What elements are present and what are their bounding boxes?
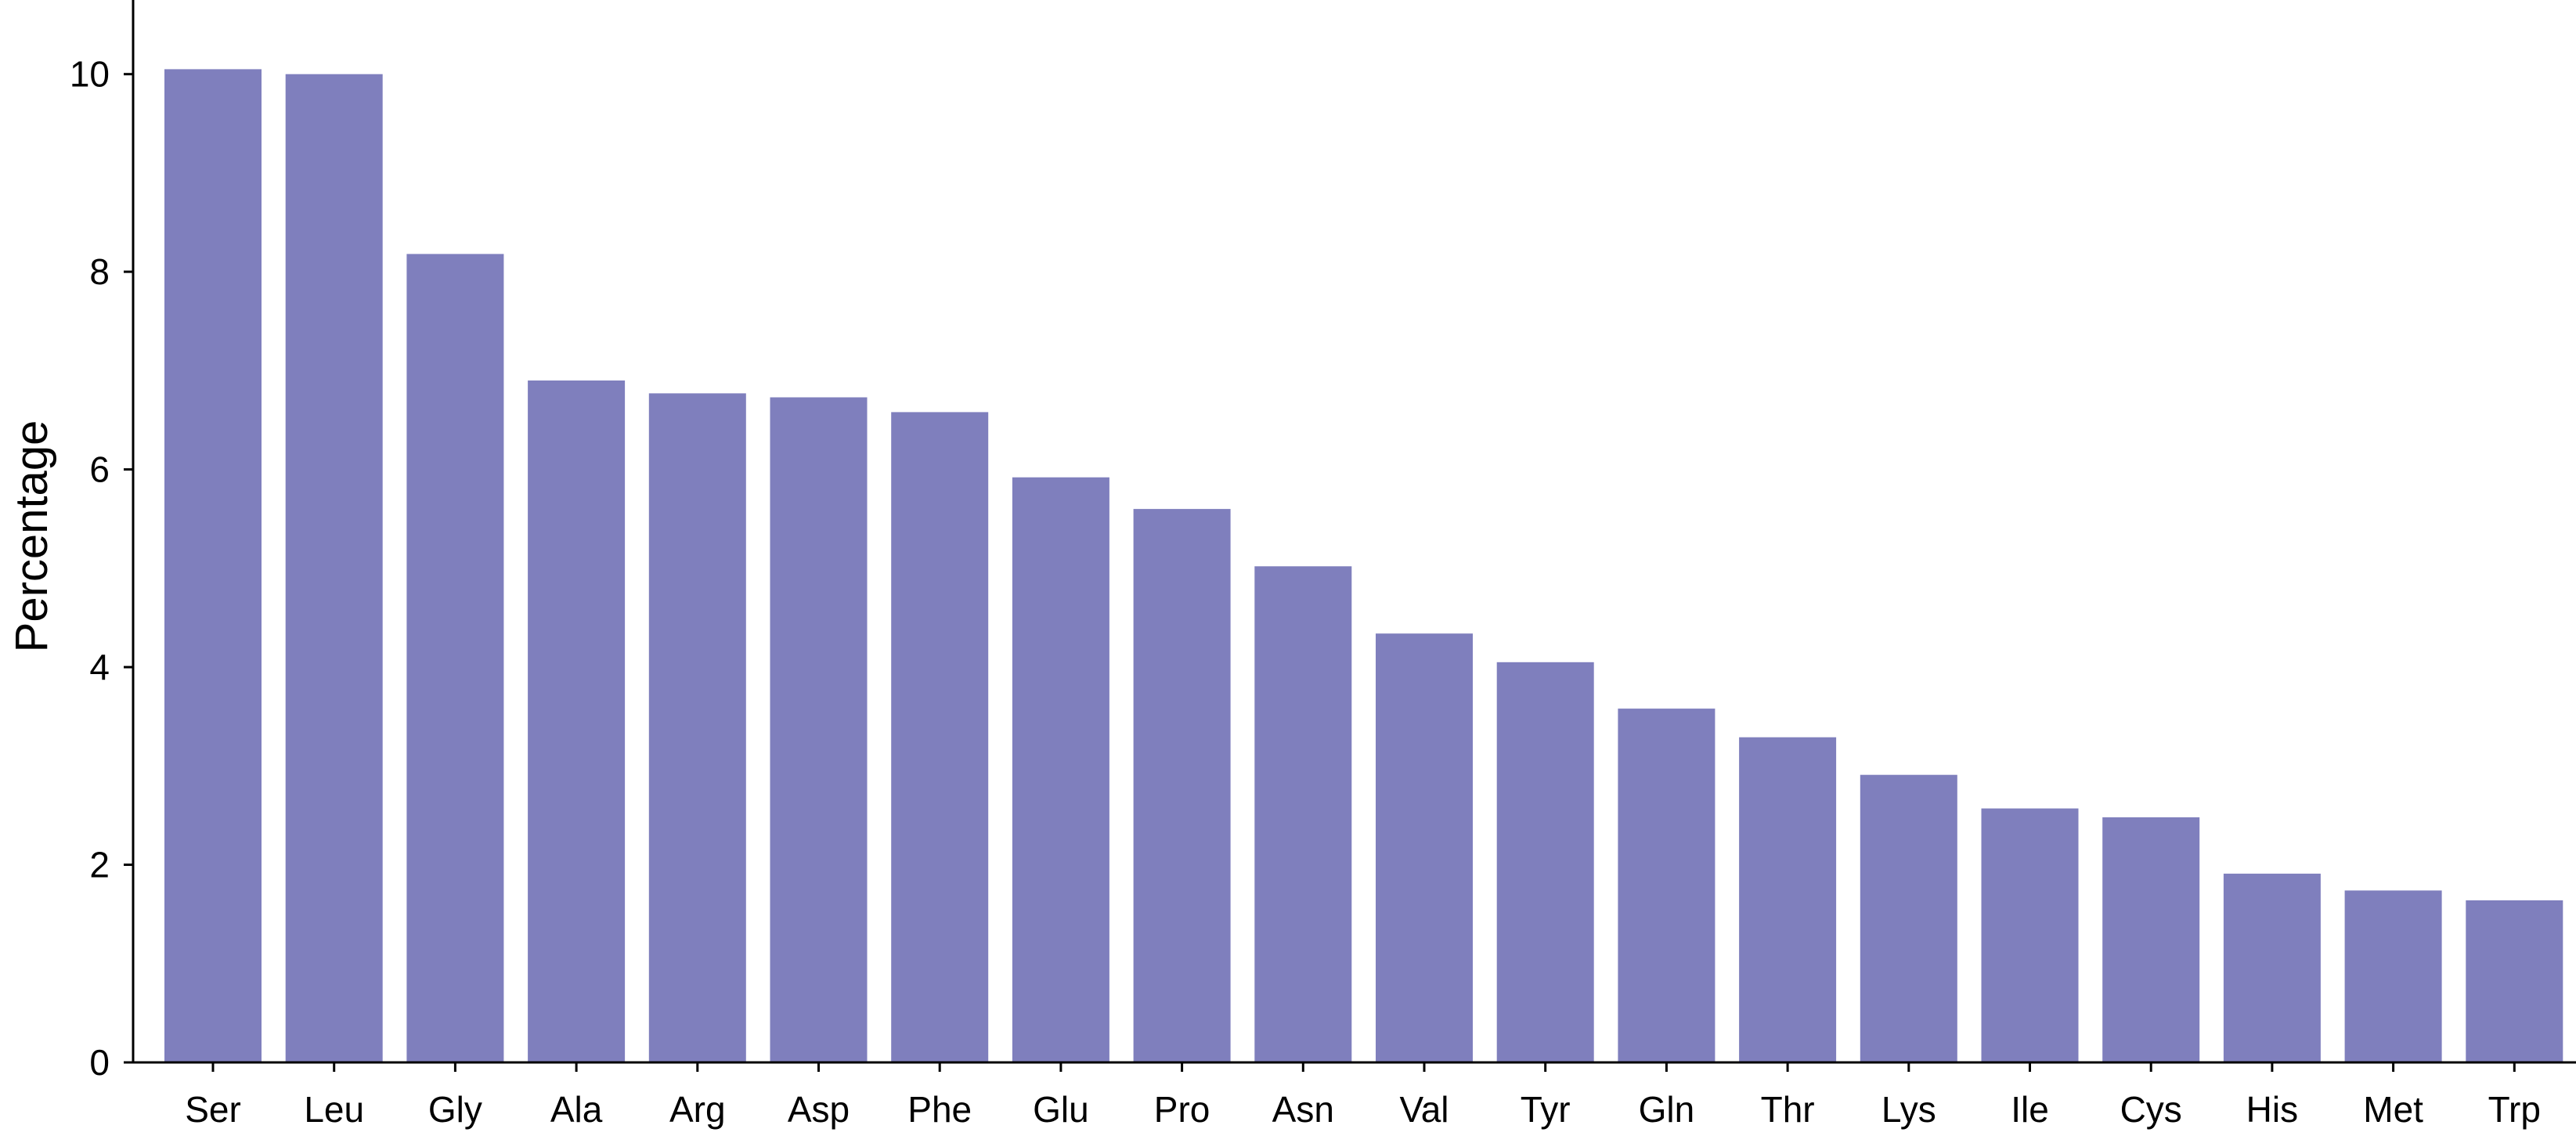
y-tick-label: 2	[89, 845, 110, 885]
x-tick-label: Asp	[788, 1089, 850, 1130]
x-tick-label: Glu	[1033, 1089, 1089, 1130]
x-tick-label: Ser	[185, 1089, 241, 1130]
x-tick-label: Met	[2363, 1089, 2423, 1130]
bar-ile	[1981, 808, 2079, 1062]
bar-phe	[891, 412, 989, 1062]
bars-group	[164, 69, 2563, 1063]
x-tick-label: Ala	[550, 1089, 603, 1130]
y-tick-label: 6	[89, 449, 110, 490]
bar-thr	[1739, 737, 1837, 1062]
bar-ala	[528, 380, 626, 1062]
y-tick-label: 8	[89, 251, 110, 292]
x-axis-ticks: Ser Leu Gly Ala Arg Asp Phe Glu Pro Asn Val Tyr Gln T…	[185, 1062, 2541, 1130]
x-tick-label: Thr	[1761, 1089, 1815, 1130]
bar-cys	[2102, 817, 2200, 1062]
x-tick-label: Gln	[1639, 1089, 1695, 1130]
bar-gln	[1618, 709, 1716, 1062]
bar-pro	[1133, 509, 1231, 1062]
x-tick-label: His	[2246, 1089, 2298, 1130]
bar-arg	[648, 393, 746, 1062]
bar-met	[2344, 890, 2442, 1062]
x-tick-label: Arg	[669, 1089, 726, 1130]
bar-tyr	[1496, 662, 1594, 1062]
bar-lys	[1860, 774, 1957, 1062]
x-tick-label: Lys	[1881, 1089, 1936, 1130]
bar-leu	[285, 74, 383, 1063]
x-tick-label: Ile	[2011, 1089, 2049, 1130]
y-tick-label: 10	[70, 54, 110, 95]
bar-trp	[2466, 900, 2563, 1062]
bar-ser	[164, 69, 262, 1062]
x-tick-label: Leu	[304, 1089, 364, 1130]
bar-val	[1376, 633, 1473, 1062]
y-axis-ticks: 0 2 4 6 8 10	[70, 54, 133, 1083]
x-tick-label: Pro	[1154, 1089, 1210, 1130]
bar-his	[2223, 873, 2321, 1062]
y-tick-label: 4	[89, 647, 110, 687]
bar-asn	[1254, 566, 1352, 1062]
y-tick-label: 0	[89, 1042, 110, 1083]
x-tick-label: Trp	[2488, 1089, 2541, 1130]
x-tick-label: Asn	[1272, 1089, 1334, 1130]
x-tick-label: Gly	[428, 1089, 482, 1130]
x-tick-label: Phe	[907, 1089, 972, 1130]
x-tick-label: Tyr	[1521, 1089, 1571, 1130]
x-tick-label: Val	[1399, 1089, 1449, 1130]
x-tick-label: Cys	[2120, 1089, 2182, 1130]
bar-asp	[770, 397, 868, 1062]
y-axis-title: Percentage	[6, 420, 57, 653]
bar-glu	[1012, 477, 1109, 1062]
bar-gly	[406, 254, 504, 1062]
